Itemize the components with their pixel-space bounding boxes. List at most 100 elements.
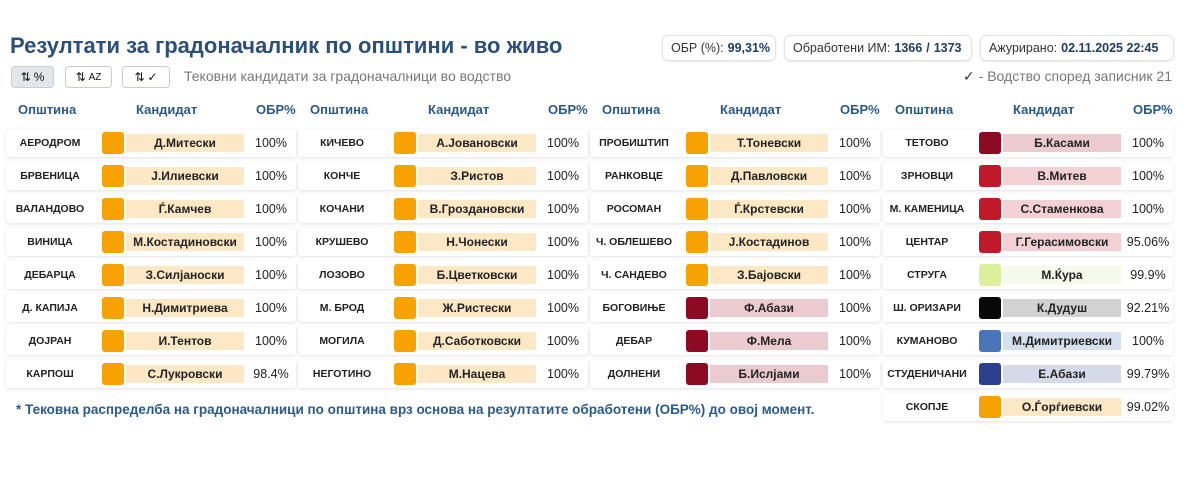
municipality-name: ДЕБАР [615,335,653,347]
turnout-value: 99,31% [727,41,771,55]
party-color-swatch [979,231,1001,253]
municipality-name: СТУДЕНИЧАНИ [887,368,967,380]
table-row[interactable]: КОНЧЕ З.Ристов 100% [298,162,588,190]
party-color-swatch [102,264,124,286]
candidate-name: Б.Ислјами [710,365,828,383]
table-row[interactable]: СТРУГА М.Ќура 99.9% [883,261,1173,289]
table-row[interactable]: ДЕБАРЦА З.Силјаноски 100% [6,261,296,289]
header-municipality[interactable]: Општина [18,102,77,117]
header-candidate[interactable]: Кандидат [720,102,782,117]
table-row[interactable]: АЕРОДРОМ Д.Митески 100% [6,129,296,157]
table-row[interactable]: КУМАНОВО М.Димитриевски 100% [883,327,1173,355]
table-row[interactable]: Д. КАПИЈА Н.Димитриева 100% [6,294,296,322]
table-row[interactable]: ЛОЗОВО Б.Цветковски 100% [298,261,588,289]
municipality-name: КАРПОШ [26,368,74,380]
sort-alphabetical-button[interactable]: ⇅ AZ [65,66,112,88]
header-municipality[interactable]: Општина [602,102,661,117]
header-municipality[interactable]: Општина [310,102,369,117]
party-color-swatch [979,264,1001,286]
table-row[interactable]: БОГОВИЊЕ Ф.Абази 100% [590,294,880,322]
updated-value: 02.11.2025 22:45 [1061,41,1159,55]
table-row[interactable]: БРВЕНИЦА Ј.Илиевски 100% [6,162,296,190]
municipality-name: ВИНИЦА [27,236,73,248]
table-row[interactable]: ЦЕНТАР Г.Герасимовски 95.06% [883,228,1173,256]
table-row[interactable]: ВАЛАНДОВО Ѓ.Камчев 100% [6,195,296,223]
turnout-badge: ОБР (%): 99,31% [662,35,776,61]
municipality-name: ЛОЗОВО [319,269,365,281]
table-row[interactable]: ДЕБАР Ф.Мела 100% [590,327,880,355]
sort-alpha-icon: AZ [88,71,102,83]
header-municipality[interactable]: Општина [895,102,954,117]
header-percent[interactable]: ОБР% [256,102,296,117]
processed-percent: 100% [547,169,579,183]
table-row[interactable]: М. БРОД Ж.Ристески 100% [298,294,588,322]
header-candidate[interactable]: Кандидат [428,102,490,117]
table-row[interactable]: ТЕТОВО Б.Касами 100% [883,129,1173,157]
municipality-name: М. БРОД [319,302,365,314]
municipality-name: ДЕБАРЦА [24,269,76,281]
table-row[interactable]: КОЧАНИ В.Гроздановски 100% [298,195,588,223]
candidate-name: Ѓ.Камчев [126,200,244,218]
processed-percent: 100% [1132,169,1164,183]
party-color-swatch [394,330,416,352]
municipality-name: БРВЕНИЦА [20,170,80,182]
candidate-name: Б.Цветковски [418,266,536,284]
header-percent[interactable]: ОБР% [548,102,588,117]
table-row[interactable]: ЗРНОВЦИ В.Митев 100% [883,162,1173,190]
sort-by-percent-button[interactable]: ⇅ % [11,66,54,88]
table-row[interactable]: МОГИЛА Д.Саботковски 100% [298,327,588,355]
page-title: Резултати за градоначалник по општини - … [10,33,563,58]
candidate-name: Г.Герасимовски [1003,233,1121,251]
processed-percent: 100% [839,136,871,150]
municipality-name: СКОПЈЕ [905,401,949,413]
municipality-name: Д. КАПИЈА [22,302,78,314]
table-row[interactable]: ВИНИЦА М.Костадиновски 100% [6,228,296,256]
party-color-swatch [686,231,708,253]
table-row[interactable]: КАРПОШ С.Лукровски 98.4% [6,360,296,388]
column-header: Општина Кандидат ОБР% [883,96,1173,124]
candidate-name: М.Костадиновски [126,233,244,251]
table-row[interactable]: КИЧЕВО А.Јовановски 100% [298,129,588,157]
processed-percent: 95.06% [1126,235,1170,249]
candidate-name: Ј.Костадинов [710,233,828,251]
processed-percent: 99.79% [1126,367,1170,381]
municipality-name: ДОЛНЕНИ [607,368,661,380]
header-candidate[interactable]: Кандидат [136,102,198,117]
table-row[interactable]: М. КАМЕНИЦА С.Стаменкова 100% [883,195,1173,223]
table-row[interactable]: РАНКОВЦЕ Д.Павловски 100% [590,162,880,190]
processed-percent: 98.4% [253,367,289,381]
table-row[interactable]: ДОЈРАН И.Тентов 100% [6,327,296,355]
header-percent[interactable]: ОБР% [1133,102,1173,117]
header-candidate[interactable]: Кандидат [1013,102,1075,117]
table-row[interactable]: Ч. САНДЕВО З.Бајовски 100% [590,261,880,289]
table-row[interactable]: СКОПЈЕ О.Ѓорѓиевски 99.02% [883,393,1173,421]
checkmark-icon: ✓ [147,70,158,84]
candidate-name: Ф.Мела [710,332,828,350]
record-legend: ✓ - Водство според записник 21 [963,68,1172,85]
table-row[interactable]: Ч. ОБЛЕШЕВО Ј.Костадинов 100% [590,228,880,256]
municipality-name: КИЧЕВО [320,137,364,149]
processed-separator: / [926,41,930,55]
candidate-name: Ж.Ристески [418,299,536,317]
party-color-swatch [394,165,416,187]
sort-by-record-button[interactable]: ⇅ ✓ [122,66,170,88]
table-row[interactable]: СТУДЕНИЧАНИ Е.Абази 99.79% [883,360,1173,388]
party-color-swatch [394,198,416,220]
party-color-swatch [102,165,124,187]
table-row[interactable]: ДОЛНЕНИ Б.Ислјами 100% [590,360,880,388]
table-row[interactable]: КРУШЕВО Н.Чонески 100% [298,228,588,256]
table-row[interactable]: РОСОМАН Ѓ.Крстевски 100% [590,195,880,223]
table-row[interactable]: Ш. ОРИЗАРИ К.Дудуш 92.21% [883,294,1173,322]
party-color-swatch [686,264,708,286]
candidate-name: Д.Митески [126,134,244,152]
table-row[interactable]: ПРОБИШТИП Т.Тоневски 100% [590,129,880,157]
table-row[interactable]: НЕГОТИНО М.Нацева 100% [298,360,588,388]
municipality-name: КУМАНОВО [896,335,958,347]
candidate-name: Н.Чонески [418,233,536,251]
updated-label: Ажурирано: [989,41,1058,55]
header-percent[interactable]: ОБР% [840,102,880,117]
processed-badge: Обработени ИМ: 1366 / 1373 [784,35,972,61]
results-column: Општина Кандидат ОБР% КИЧЕВО А.Јовановски 100… [298,96,588,388]
processed-percent: 100% [547,136,579,150]
processed-percent: 100% [839,268,871,282]
